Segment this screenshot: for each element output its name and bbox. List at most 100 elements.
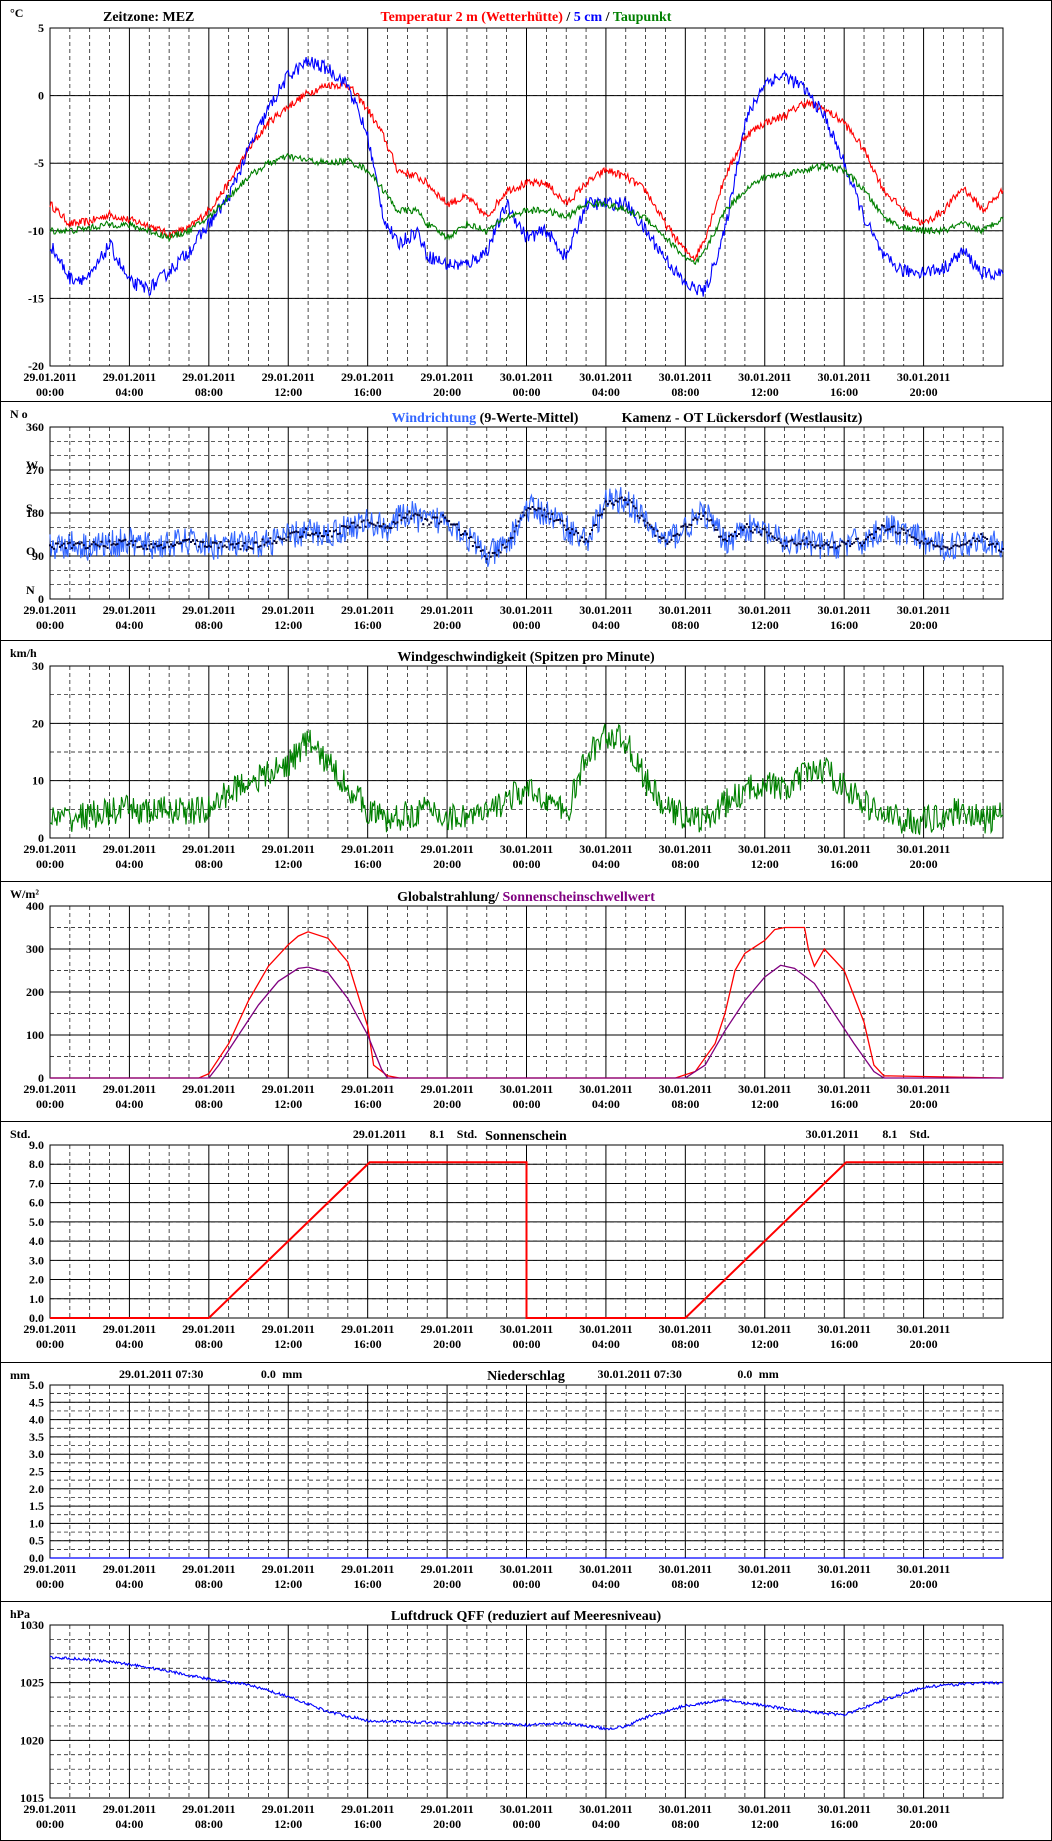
x-tick-date: 30.01.2011 — [738, 842, 791, 856]
data-point — [585, 538, 588, 541]
chart-title: Niederschlag — [487, 1369, 565, 1384]
data-point — [886, 528, 889, 531]
data-point — [452, 523, 455, 526]
data-point — [311, 532, 314, 535]
data-point — [412, 514, 415, 517]
x-tick-date: 30.01.2011 — [738, 370, 791, 384]
y-tick-label: 1.0 — [29, 1292, 44, 1306]
data-point — [444, 516, 447, 519]
x-tick-date: 30.01.2011 — [738, 1562, 791, 1576]
x-tick-time: 16:00 — [830, 618, 858, 632]
data-point — [706, 518, 709, 521]
y-tick-label: 0 — [38, 89, 44, 103]
data-point — [495, 554, 498, 557]
data-point — [948, 548, 951, 551]
x-tick-date: 29.01.2011 — [23, 1082, 76, 1096]
data-point — [330, 535, 333, 538]
data-point — [990, 543, 993, 546]
data-point — [976, 537, 979, 540]
data-point — [213, 541, 216, 544]
data-point — [289, 532, 292, 535]
y-tick-label: 360 — [26, 420, 44, 434]
data-point — [245, 548, 248, 551]
x-tick-time: 16:00 — [354, 1337, 382, 1351]
data-point — [803, 542, 806, 545]
x-tick-date: 30.01.2011 — [659, 1562, 712, 1576]
axis-unit-label: °C — [10, 6, 23, 20]
data-point — [475, 546, 478, 549]
data-point — [269, 537, 272, 540]
data-point — [58, 545, 61, 548]
x-tick-date: 29.01.2011 — [23, 1562, 76, 1576]
data-point — [128, 542, 131, 545]
data-point — [108, 540, 111, 543]
plot-area-border — [49, 27, 1004, 367]
data-point — [239, 548, 242, 551]
data-point — [49, 544, 51, 547]
data-point — [950, 546, 953, 549]
data-point — [257, 545, 260, 548]
data-point — [596, 514, 599, 517]
data-point — [686, 525, 689, 528]
data-point — [382, 523, 385, 526]
data-point — [755, 525, 758, 528]
y-tick-label: 180 — [26, 506, 44, 520]
x-tick-date: 29.01.2011 — [103, 603, 156, 617]
x-tick-time: 08:00 — [195, 857, 223, 871]
x-tick-time: 20:00 — [433, 1097, 461, 1111]
data-point — [771, 535, 774, 538]
daily-total-annotation: mm — [759, 1367, 779, 1381]
data-point — [184, 539, 187, 542]
data-point — [479, 549, 482, 552]
data-point — [84, 547, 87, 550]
data-point — [994, 545, 997, 548]
data-point — [122, 539, 125, 542]
y-tick-label: 6.0 — [29, 1196, 44, 1210]
x-tick-time: 16:00 — [830, 385, 858, 399]
data-point — [324, 530, 327, 533]
data-point — [493, 551, 496, 554]
data-point — [112, 542, 115, 545]
x-tick-date: 29.01.2011 — [23, 370, 76, 384]
data-point — [507, 539, 510, 542]
x-tick-time: 08:00 — [195, 1577, 223, 1591]
data-point — [972, 537, 975, 540]
data-point — [682, 524, 685, 527]
data-point — [602, 508, 605, 511]
y-tick-label: 7.0 — [29, 1176, 44, 1190]
data-point — [283, 537, 286, 540]
data-point — [477, 546, 480, 549]
data-point — [501, 543, 504, 546]
x-tick-time: 00:00 — [36, 1337, 64, 1351]
y-tick-label: 2.0 — [29, 1482, 44, 1496]
data-point — [648, 523, 651, 526]
data-point — [898, 531, 901, 534]
data-point — [346, 527, 349, 530]
data-point — [150, 543, 153, 546]
x-tick-date: 30.01.2011 — [659, 842, 712, 856]
data-point — [348, 525, 351, 528]
data-point — [708, 519, 711, 522]
data-point — [831, 546, 834, 549]
data-point — [547, 512, 550, 515]
data-point — [104, 545, 107, 548]
x-tick-date: 30.01.2011 — [500, 1082, 553, 1096]
data-point — [809, 541, 812, 544]
data-point — [573, 533, 576, 536]
x-tick-date: 30.01.2011 — [579, 842, 632, 856]
data-point — [126, 543, 129, 546]
y-tick-label: 0.5 — [29, 1534, 44, 1548]
data-point — [332, 530, 335, 533]
data-point — [344, 525, 347, 528]
data-point — [299, 536, 302, 539]
data-point — [694, 517, 697, 520]
data-point — [594, 523, 597, 526]
data-point — [763, 528, 766, 531]
data-point — [863, 542, 866, 545]
x-tick-time: 12:00 — [274, 385, 302, 399]
x-tick-time: 12:00 — [274, 1097, 302, 1111]
data-point — [442, 514, 445, 517]
data-point — [575, 530, 578, 533]
daily-total-annotation: 8.1 — [882, 1127, 897, 1141]
x-tick-time: 04:00 — [115, 1577, 143, 1591]
